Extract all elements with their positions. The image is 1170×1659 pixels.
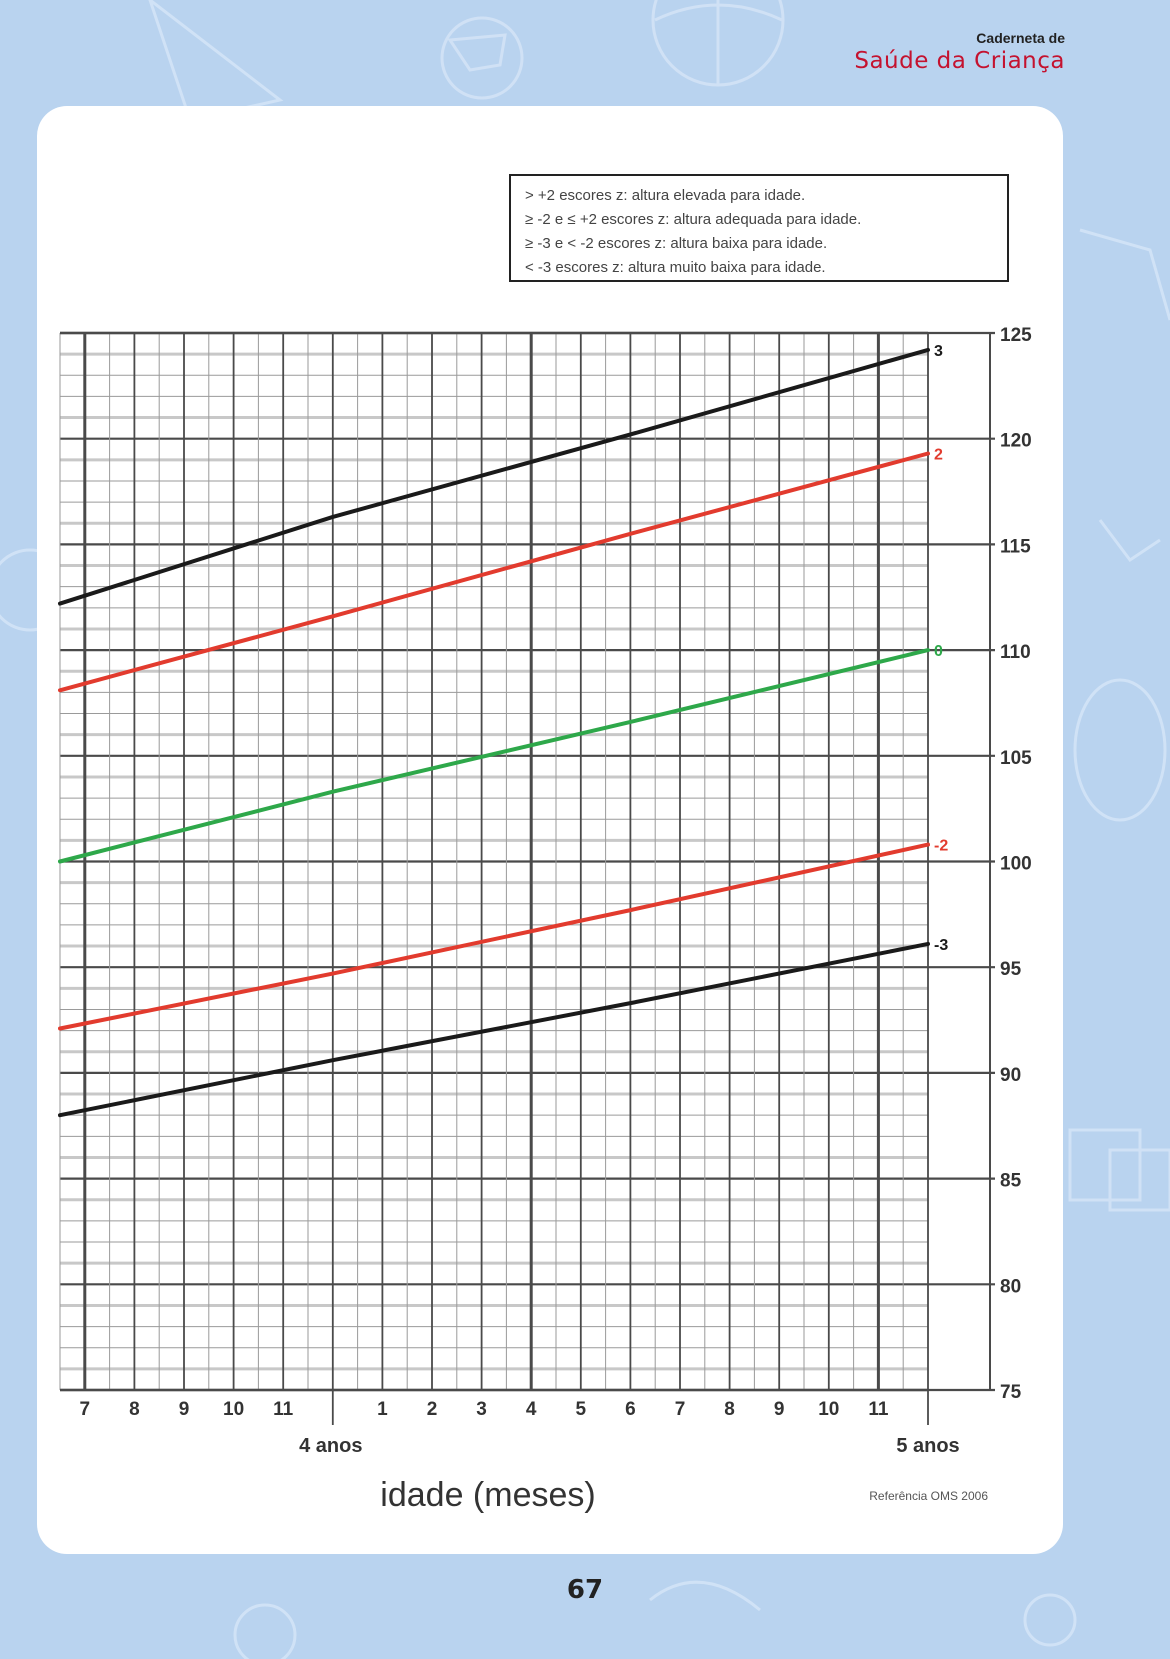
year-label: 4 anos xyxy=(299,1435,362,1457)
chart-grid xyxy=(59,331,995,1425)
legend-line-adequate: ≥ -2 e ≤ +2 escores z: altura adequada p… xyxy=(525,211,862,228)
y-tick-label: 85 xyxy=(1000,1171,1022,1192)
legend-box: > +2 escores z: altura elevada para idad… xyxy=(509,174,1009,282)
chart-card xyxy=(37,106,1063,1554)
x-tick-label: 4 xyxy=(526,1399,537,1420)
y-tick-label: 90 xyxy=(1000,1065,1021,1086)
x-tick-label: 1 xyxy=(377,1399,388,1420)
series-line xyxy=(58,347,930,606)
x-tick-label: 11 xyxy=(273,1399,294,1420)
x-tick-label: 6 xyxy=(625,1399,636,1420)
y-tick-label: 75 xyxy=(1000,1382,1022,1403)
y-tick-label: 105 xyxy=(1000,748,1032,769)
legend-line-high: > +2 escores z: altura elevada para idad… xyxy=(525,187,806,204)
y-tick-label: 100 xyxy=(1000,854,1032,875)
series-line xyxy=(58,451,930,693)
x-tick-label: 11 xyxy=(868,1399,889,1420)
series-end-label: 3 xyxy=(934,343,943,360)
x-tick-label: 9 xyxy=(774,1399,785,1420)
x-tick-label: 8 xyxy=(129,1399,140,1420)
chart-series xyxy=(58,347,930,1118)
x-tick-label: 3 xyxy=(476,1399,487,1420)
source-note: Referência OMS 2006 xyxy=(869,1489,988,1503)
x-tick-label: 7 xyxy=(80,1399,91,1420)
series-end-label: -3 xyxy=(934,937,948,954)
y-tick-label: 125 xyxy=(1000,325,1032,346)
y-tick-label: 110 xyxy=(1000,642,1031,663)
y-tick-label: 115 xyxy=(1000,536,1031,557)
x-tick-label: 9 xyxy=(179,1399,190,1420)
series-line xyxy=(58,941,930,1118)
x-tick-label: 10 xyxy=(223,1399,244,1420)
page-number: 67 xyxy=(566,1575,604,1605)
x-tick-label: 2 xyxy=(427,1399,438,1420)
y-tick-label: 80 xyxy=(1000,1276,1021,1297)
series-end-label: -2 xyxy=(934,838,948,855)
booklet-title-main: Saúde da Criança xyxy=(854,48,1065,74)
x-tick-label: 5 xyxy=(576,1399,587,1420)
x-axis-label: idade (meses) xyxy=(380,1476,595,1514)
series-line xyxy=(58,842,930,1031)
x-tick-label: 7 xyxy=(675,1399,686,1420)
series-end-label: 0 xyxy=(934,643,943,660)
y-tick-label: 95 xyxy=(1000,959,1022,980)
x-tick-label: 8 xyxy=(724,1399,735,1420)
legend-line-low: ≥ -3 e < -2 escores z: altura baixa para… xyxy=(525,235,828,252)
booklet-title-top: Caderneta de xyxy=(976,30,1065,46)
series-end-label: 2 xyxy=(934,446,943,463)
y-tick-label: 120 xyxy=(1000,431,1032,452)
legend-line-very-low: < -3 escores z: altura muito baixa para … xyxy=(525,259,826,276)
x-tick-label: 10 xyxy=(818,1399,839,1420)
series-line xyxy=(58,648,930,864)
year-label: 5 anos xyxy=(896,1435,959,1457)
